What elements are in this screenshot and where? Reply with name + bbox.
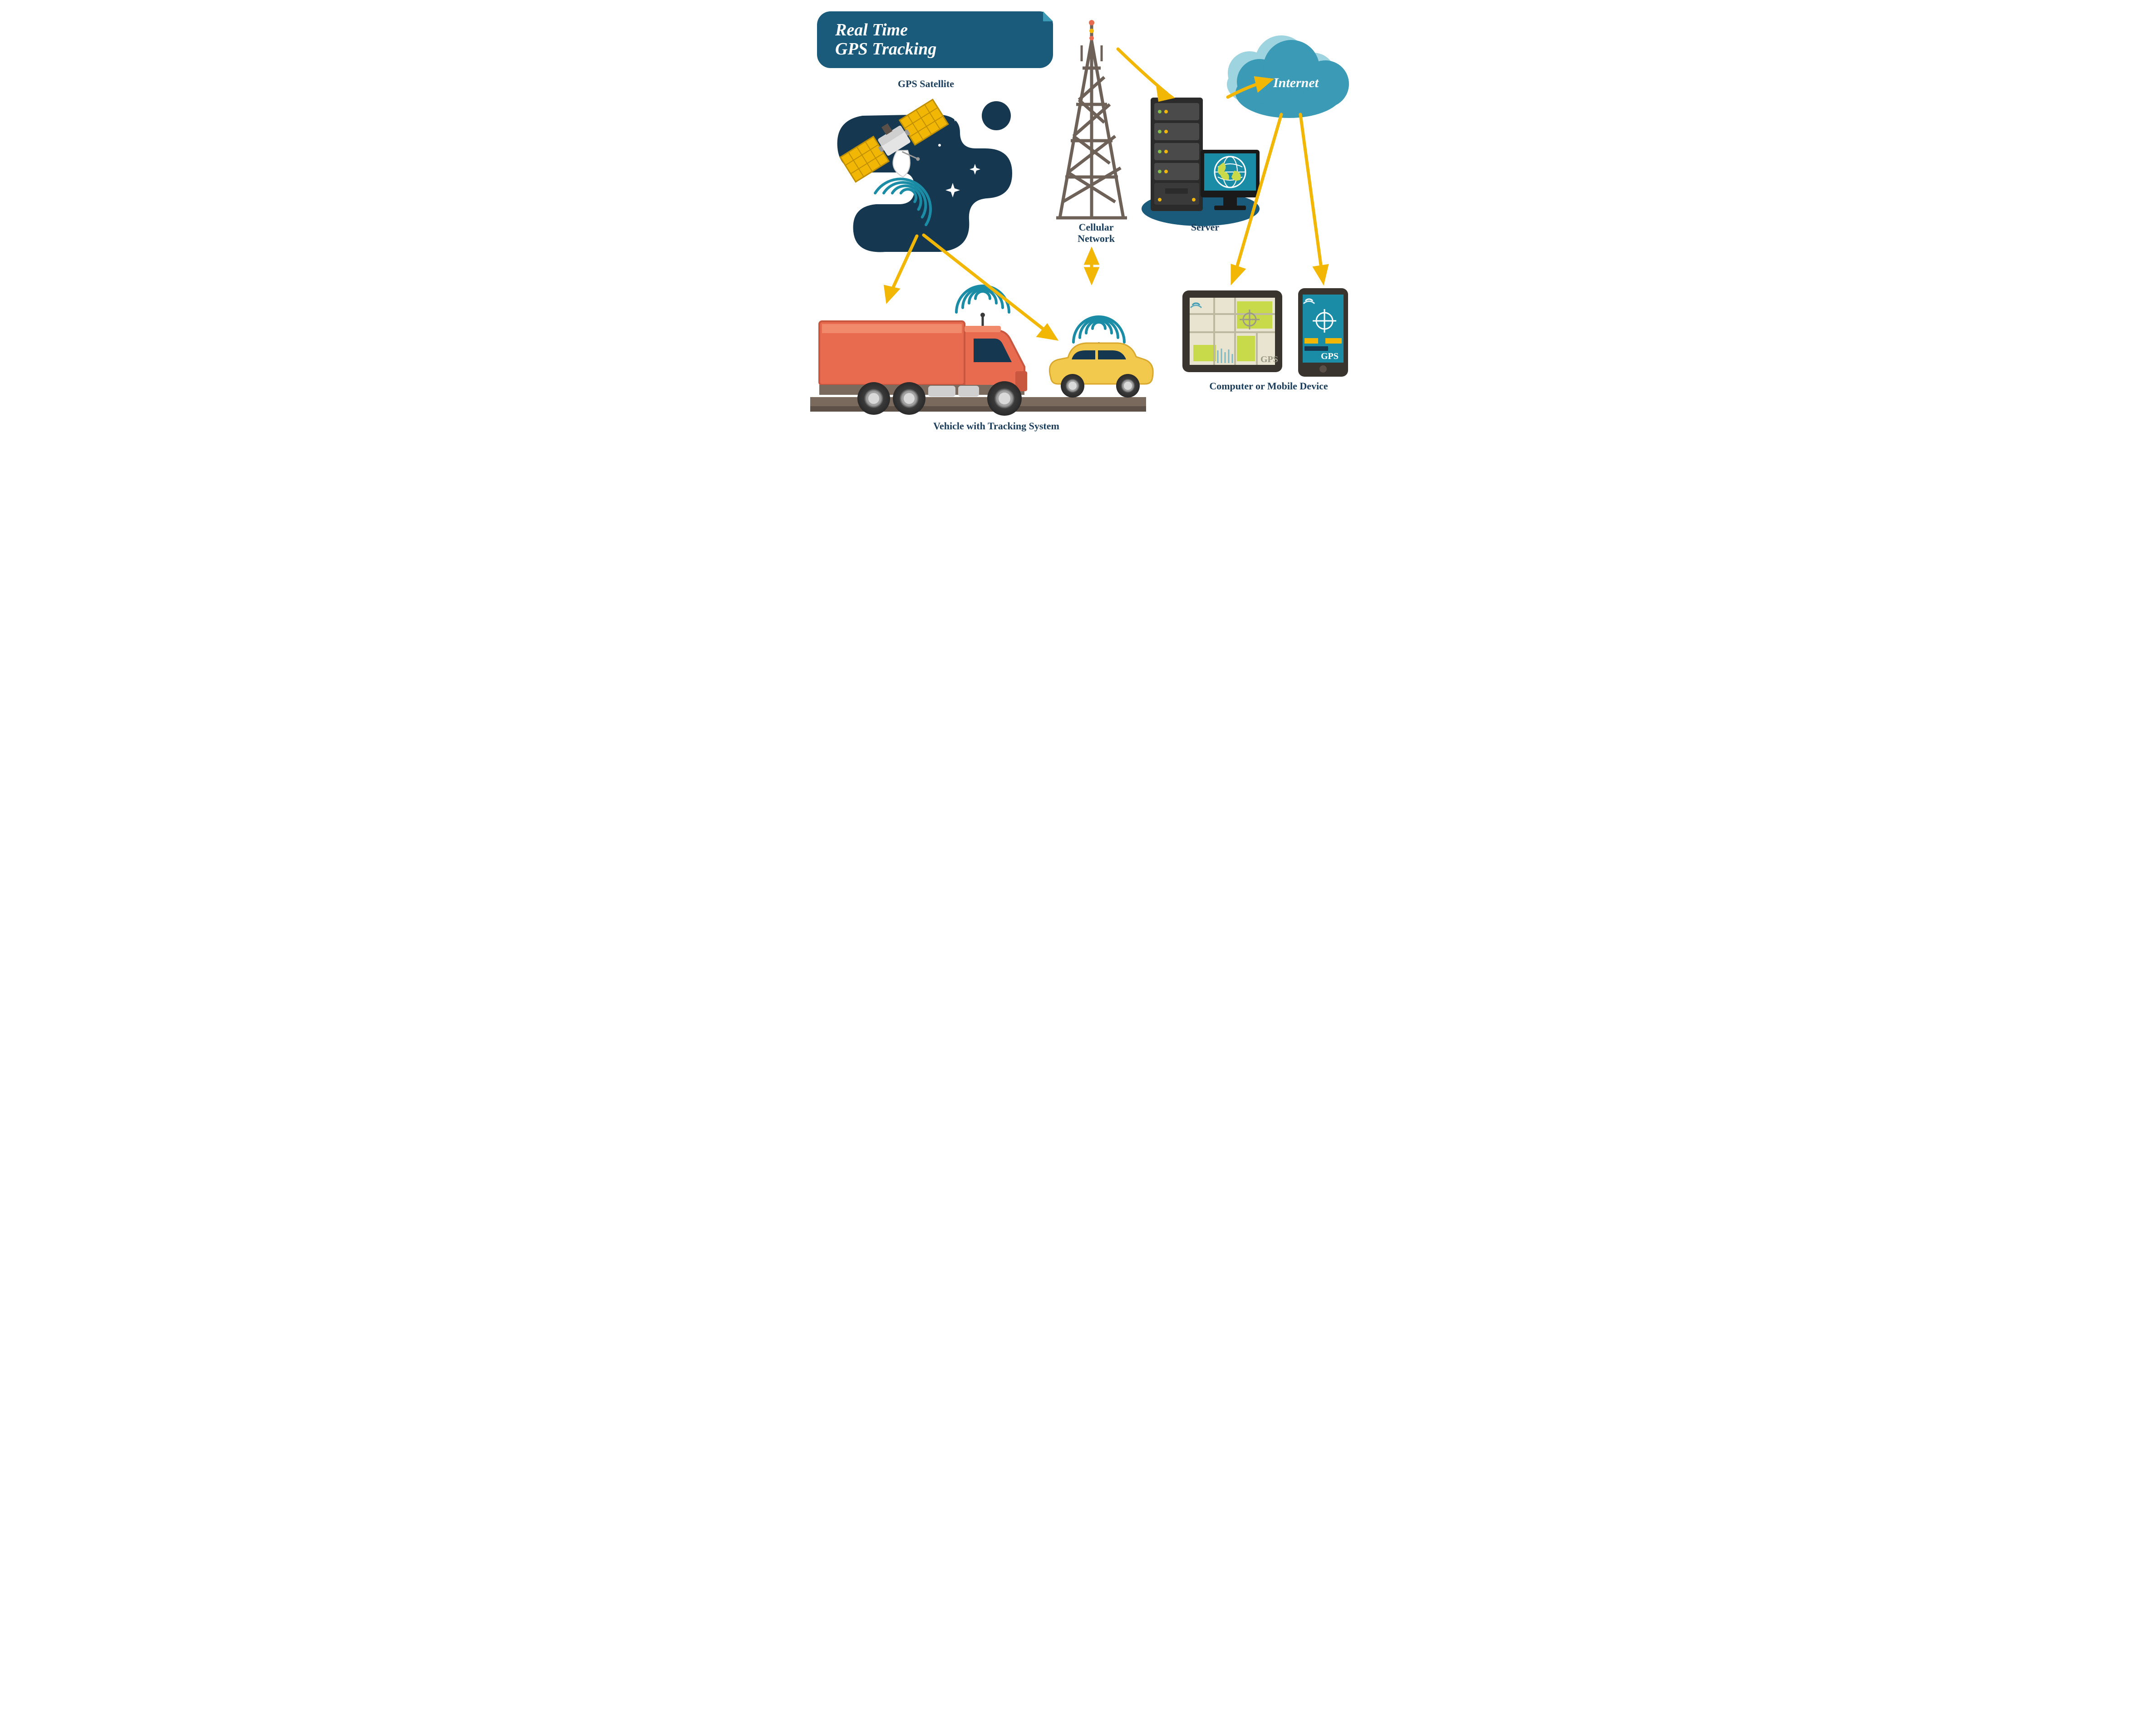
tablet-device: GPS xyxy=(1182,290,1282,372)
server-group xyxy=(1142,98,1260,226)
label-internet: Internet xyxy=(1260,75,1332,91)
label-server: Server xyxy=(1178,221,1232,233)
label-satellite: GPS Satellite xyxy=(881,78,971,89)
label-devices: Computer or Mobile Device xyxy=(1191,380,1346,392)
tablet-gps-label: GPS xyxy=(1260,354,1278,364)
cell-tower xyxy=(1056,20,1127,218)
car xyxy=(1049,317,1153,398)
label-vehicle: Vehicle with Tracking System xyxy=(906,420,1087,432)
truck xyxy=(819,286,1027,416)
label-cell: CellularNetwork xyxy=(1055,221,1137,245)
phone-gps-label: GPS xyxy=(1321,351,1339,361)
satellite-group xyxy=(837,96,1012,252)
phone-device: GPS xyxy=(1298,288,1348,377)
